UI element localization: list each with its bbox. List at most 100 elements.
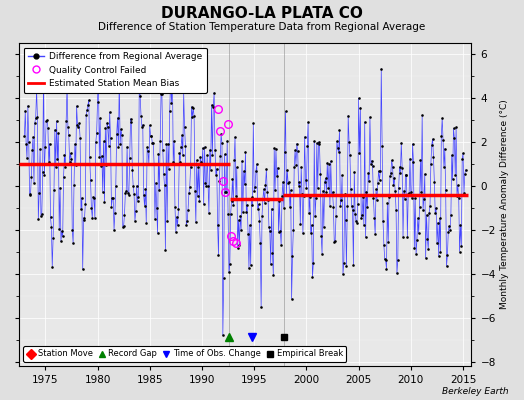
Point	[308, 274, 316, 280]
Point	[205, 146, 214, 153]
Point	[358, 212, 366, 218]
Point	[395, 164, 403, 170]
Point	[131, 218, 139, 224]
Point	[246, 222, 254, 228]
Point	[101, 125, 110, 131]
Point	[200, 201, 208, 208]
Point	[338, 172, 346, 179]
Point	[348, 206, 357, 213]
Point	[449, 176, 457, 182]
Point	[456, 222, 465, 229]
Point	[211, 146, 219, 153]
Point	[376, 168, 385, 174]
Point	[146, 122, 154, 128]
Point	[34, 216, 42, 222]
Point	[116, 140, 124, 147]
Point	[38, 168, 47, 175]
Point	[159, 171, 168, 177]
Point	[79, 214, 88, 221]
Point	[441, 146, 449, 152]
Point	[290, 163, 298, 170]
Point	[175, 150, 183, 156]
Point	[58, 228, 66, 234]
Point	[313, 140, 321, 146]
Point	[412, 251, 420, 257]
Point	[268, 250, 277, 256]
Point	[135, 81, 144, 87]
Point	[56, 184, 64, 191]
Point	[67, 150, 75, 156]
Point	[36, 146, 44, 153]
Point	[254, 205, 262, 212]
Point	[330, 239, 339, 245]
Point	[125, 192, 133, 198]
Point	[129, 183, 137, 189]
Point	[57, 238, 65, 244]
Point	[416, 204, 424, 210]
Point	[291, 147, 299, 153]
Point	[367, 160, 375, 167]
Point	[390, 174, 399, 181]
Point	[440, 164, 448, 170]
Point	[311, 213, 319, 219]
Point	[206, 166, 215, 173]
Point	[362, 188, 370, 195]
Point	[333, 138, 341, 145]
Point	[168, 62, 177, 68]
Point	[230, 157, 238, 164]
Point	[195, 198, 203, 205]
Point	[154, 230, 162, 236]
Point	[78, 194, 86, 201]
Text: Difference of Station Temperature Data from Regional Average: Difference of Station Temperature Data f…	[99, 22, 425, 32]
Point	[208, 152, 216, 158]
Point	[282, 192, 291, 198]
Point	[363, 204, 372, 210]
Point	[301, 177, 310, 184]
Point	[202, 182, 211, 189]
Point	[104, 124, 112, 130]
Point	[42, 118, 50, 124]
Point	[182, 222, 191, 228]
Point	[69, 240, 78, 246]
Point	[87, 205, 95, 212]
Point	[270, 145, 278, 152]
Point	[343, 203, 352, 209]
Point	[72, 103, 81, 109]
Point	[271, 187, 279, 194]
Point	[394, 257, 402, 264]
Point	[118, 224, 127, 230]
Point	[375, 168, 383, 174]
Point	[118, 132, 126, 139]
Point	[263, 188, 271, 195]
Point	[180, 89, 188, 96]
Point	[341, 191, 349, 198]
Point	[196, 154, 204, 160]
Point	[55, 226, 63, 232]
Point	[288, 253, 297, 259]
Point	[71, 141, 79, 147]
Point	[249, 120, 257, 127]
Point	[416, 157, 424, 164]
Text: Berkeley Earth: Berkeley Earth	[442, 387, 508, 396]
Point	[353, 220, 361, 226]
Point	[154, 150, 162, 157]
Point	[399, 234, 407, 240]
Point	[35, 189, 43, 196]
Point	[396, 170, 405, 176]
Point	[366, 114, 374, 120]
Point	[265, 224, 273, 230]
Point	[395, 185, 403, 191]
Point	[434, 220, 442, 226]
Point	[237, 227, 245, 233]
Point	[389, 182, 398, 188]
Point	[238, 208, 247, 215]
Point	[385, 194, 394, 200]
Point	[354, 95, 363, 101]
Point	[462, 166, 470, 173]
Point	[451, 172, 460, 178]
Point	[233, 164, 241, 171]
Point	[305, 210, 313, 217]
Point	[339, 271, 347, 277]
Point	[149, 139, 157, 146]
Point	[64, 124, 72, 130]
